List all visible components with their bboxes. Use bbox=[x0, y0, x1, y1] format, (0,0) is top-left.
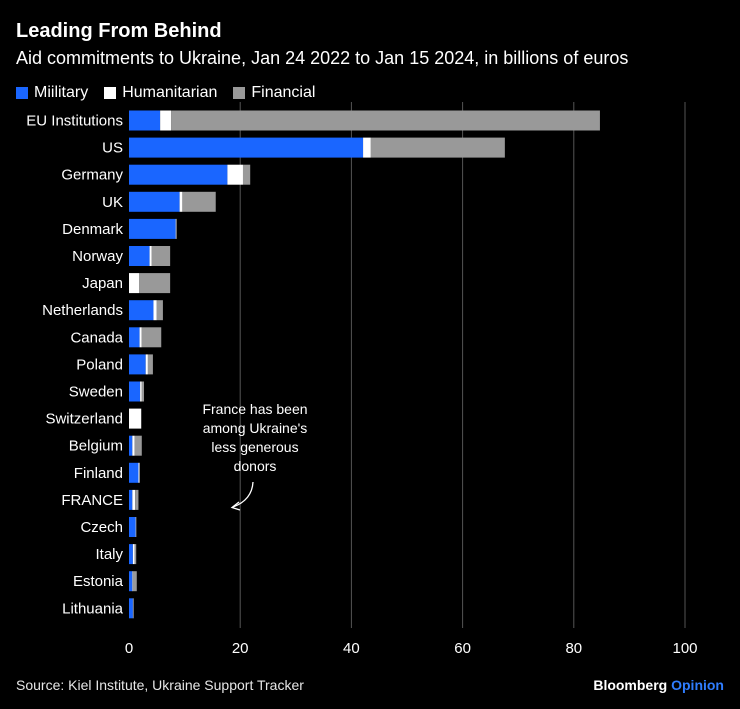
legend-swatch-military bbox=[16, 87, 28, 99]
bar-denmark-humanitarian bbox=[175, 218, 177, 239]
category-label-belgium: Belgium bbox=[69, 438, 123, 455]
bar-czech-miilitary bbox=[129, 517, 136, 537]
bar-lithuania-humanitarian bbox=[132, 598, 134, 619]
bar-poland-humanitarian bbox=[145, 354, 148, 375]
bar-eu-institutions-miilitary bbox=[129, 110, 161, 131]
bar-italy-miilitary bbox=[129, 544, 133, 565]
x-tick-label-0: 0 bbox=[125, 640, 133, 657]
x-tick-label-80: 80 bbox=[565, 640, 582, 657]
bar-finland-miilitary bbox=[129, 462, 139, 483]
bar-lithuania-miilitary bbox=[129, 598, 133, 619]
annotation-line-2: among Ukraine's bbox=[203, 420, 308, 436]
category-label-uk: UK bbox=[102, 194, 123, 211]
bar-germany-miilitary bbox=[129, 164, 228, 185]
annotation-line-1: France has been bbox=[202, 401, 307, 417]
bar-uk-miilitary bbox=[129, 191, 180, 212]
bar-norway-humanitarian bbox=[149, 246, 152, 266]
category-label-switzerland: Switzerland bbox=[45, 411, 123, 428]
bar-netherlands-financial bbox=[156, 300, 163, 321]
legend-label-financial: Financial bbox=[251, 84, 316, 101]
bar-japan-financial bbox=[139, 273, 171, 294]
category-label-canada: Canada bbox=[70, 329, 123, 346]
bar-finland-humanitarian bbox=[138, 462, 140, 483]
x-tick-label-60: 60 bbox=[454, 640, 471, 657]
category-label-estonia: Estonia bbox=[73, 573, 124, 590]
bar-eu-institutions-humanitarian bbox=[160, 110, 172, 131]
category-label-finland: Finland bbox=[74, 465, 123, 482]
category-label-eu-institutions: EU Institutions bbox=[26, 113, 123, 130]
x-tick-label-40: 40 bbox=[343, 640, 360, 657]
bar-sweden-financial bbox=[141, 381, 145, 402]
annotation-arrow-curve bbox=[232, 481, 254, 508]
bar-czech-humanitarian bbox=[135, 517, 137, 537]
bar-us-humanitarian bbox=[363, 137, 371, 158]
bar-netherlands-miilitary bbox=[129, 300, 154, 321]
category-label-japan: Japan bbox=[82, 275, 123, 292]
bar-estonia-humanitarian bbox=[132, 571, 133, 592]
legend-label-humanitarian: Humanitarian bbox=[122, 84, 218, 101]
annotation-line-4: donors bbox=[234, 458, 277, 474]
category-label-norway: Norway bbox=[72, 248, 123, 265]
category-label-denmark: Denmark bbox=[62, 221, 123, 238]
legend-swatch-financial bbox=[233, 87, 246, 99]
annotation-arrow-head bbox=[230, 501, 241, 511]
legend-label-military: Miilitary bbox=[34, 84, 89, 101]
category-label-sweden: Sweden bbox=[69, 384, 123, 401]
legend-swatch-humanitarian bbox=[104, 87, 117, 99]
category-label-poland: Poland bbox=[76, 356, 123, 373]
chart-title: Leading From Behind bbox=[16, 20, 222, 42]
bar-germany-financial bbox=[242, 164, 251, 185]
bar-denmark-financial bbox=[176, 218, 177, 239]
annotation-line-3: less generous bbox=[211, 439, 298, 455]
bar-canada-humanitarian bbox=[139, 327, 142, 348]
bar-uk-humanitarian bbox=[179, 191, 183, 212]
legend-item-humanitarian: Humanitarian bbox=[104, 84, 217, 102]
x-tick-label-100: 100 bbox=[672, 640, 697, 657]
bar-belgium-miilitary bbox=[129, 435, 133, 456]
category-label-czech: Czech bbox=[80, 519, 123, 536]
bar-switzerland-humanitarian bbox=[129, 408, 142, 429]
category-label-us: US bbox=[102, 140, 123, 157]
bar-poland-miilitary bbox=[129, 354, 146, 375]
bar-france-humanitarian bbox=[132, 489, 136, 510]
bar-sweden-humanitarian bbox=[140, 381, 142, 402]
category-label-lithuania: Lithuania bbox=[62, 600, 124, 617]
bar-belgium-humanitarian bbox=[132, 435, 135, 456]
legend-item-financial: Financial bbox=[233, 84, 315, 102]
brand-logo: Bloomberg Opinion bbox=[593, 677, 724, 693]
bar-canada-miilitary bbox=[129, 327, 140, 348]
bar-poland-financial bbox=[147, 354, 153, 375]
chart-subtitle: Aid commitments to Ukraine, Jan 24 2022 … bbox=[16, 48, 629, 68]
bar-canada-financial bbox=[141, 327, 162, 348]
legend: Miilitary Humanitarian Financial bbox=[16, 84, 315, 102]
category-label-netherlands: Netherlands bbox=[42, 302, 123, 319]
bar-uk-financial bbox=[182, 191, 216, 212]
category-label-germany: Germany bbox=[61, 167, 123, 184]
legend-item-military: Miilitary bbox=[16, 84, 88, 102]
bar-us-financial bbox=[370, 137, 505, 158]
bar-italy-financial bbox=[134, 544, 137, 565]
bar-japan-humanitarian bbox=[129, 273, 140, 294]
bar-us-miilitary bbox=[129, 137, 364, 158]
bar-netherlands-humanitarian bbox=[153, 300, 157, 321]
bar-belgium-financial bbox=[134, 435, 142, 456]
x-tick-label-20: 20 bbox=[232, 640, 249, 657]
bar-eu-institutions-financial bbox=[171, 110, 600, 131]
category-label-italy: Italy bbox=[95, 546, 123, 563]
bar-estonia-financial bbox=[132, 571, 137, 592]
bar-denmark-miilitary bbox=[129, 218, 176, 239]
bar-france-financial bbox=[135, 489, 139, 510]
bar-germany-humanitarian bbox=[227, 164, 243, 185]
bar-norway-financial bbox=[151, 246, 171, 266]
bar-sweden-miilitary bbox=[129, 381, 141, 402]
brand-accent: Opinion bbox=[671, 677, 724, 693]
bar-estonia-miilitary bbox=[129, 571, 133, 592]
bar-france-miilitary bbox=[129, 489, 133, 510]
bar-norway-miilitary bbox=[129, 246, 150, 266]
brand-main: Bloomberg bbox=[593, 677, 668, 693]
category-label-france: FRANCE bbox=[61, 492, 123, 509]
source-note: Source: Kiel Institute, Ukraine Support … bbox=[16, 677, 304, 693]
bar-italy-humanitarian bbox=[132, 544, 135, 565]
